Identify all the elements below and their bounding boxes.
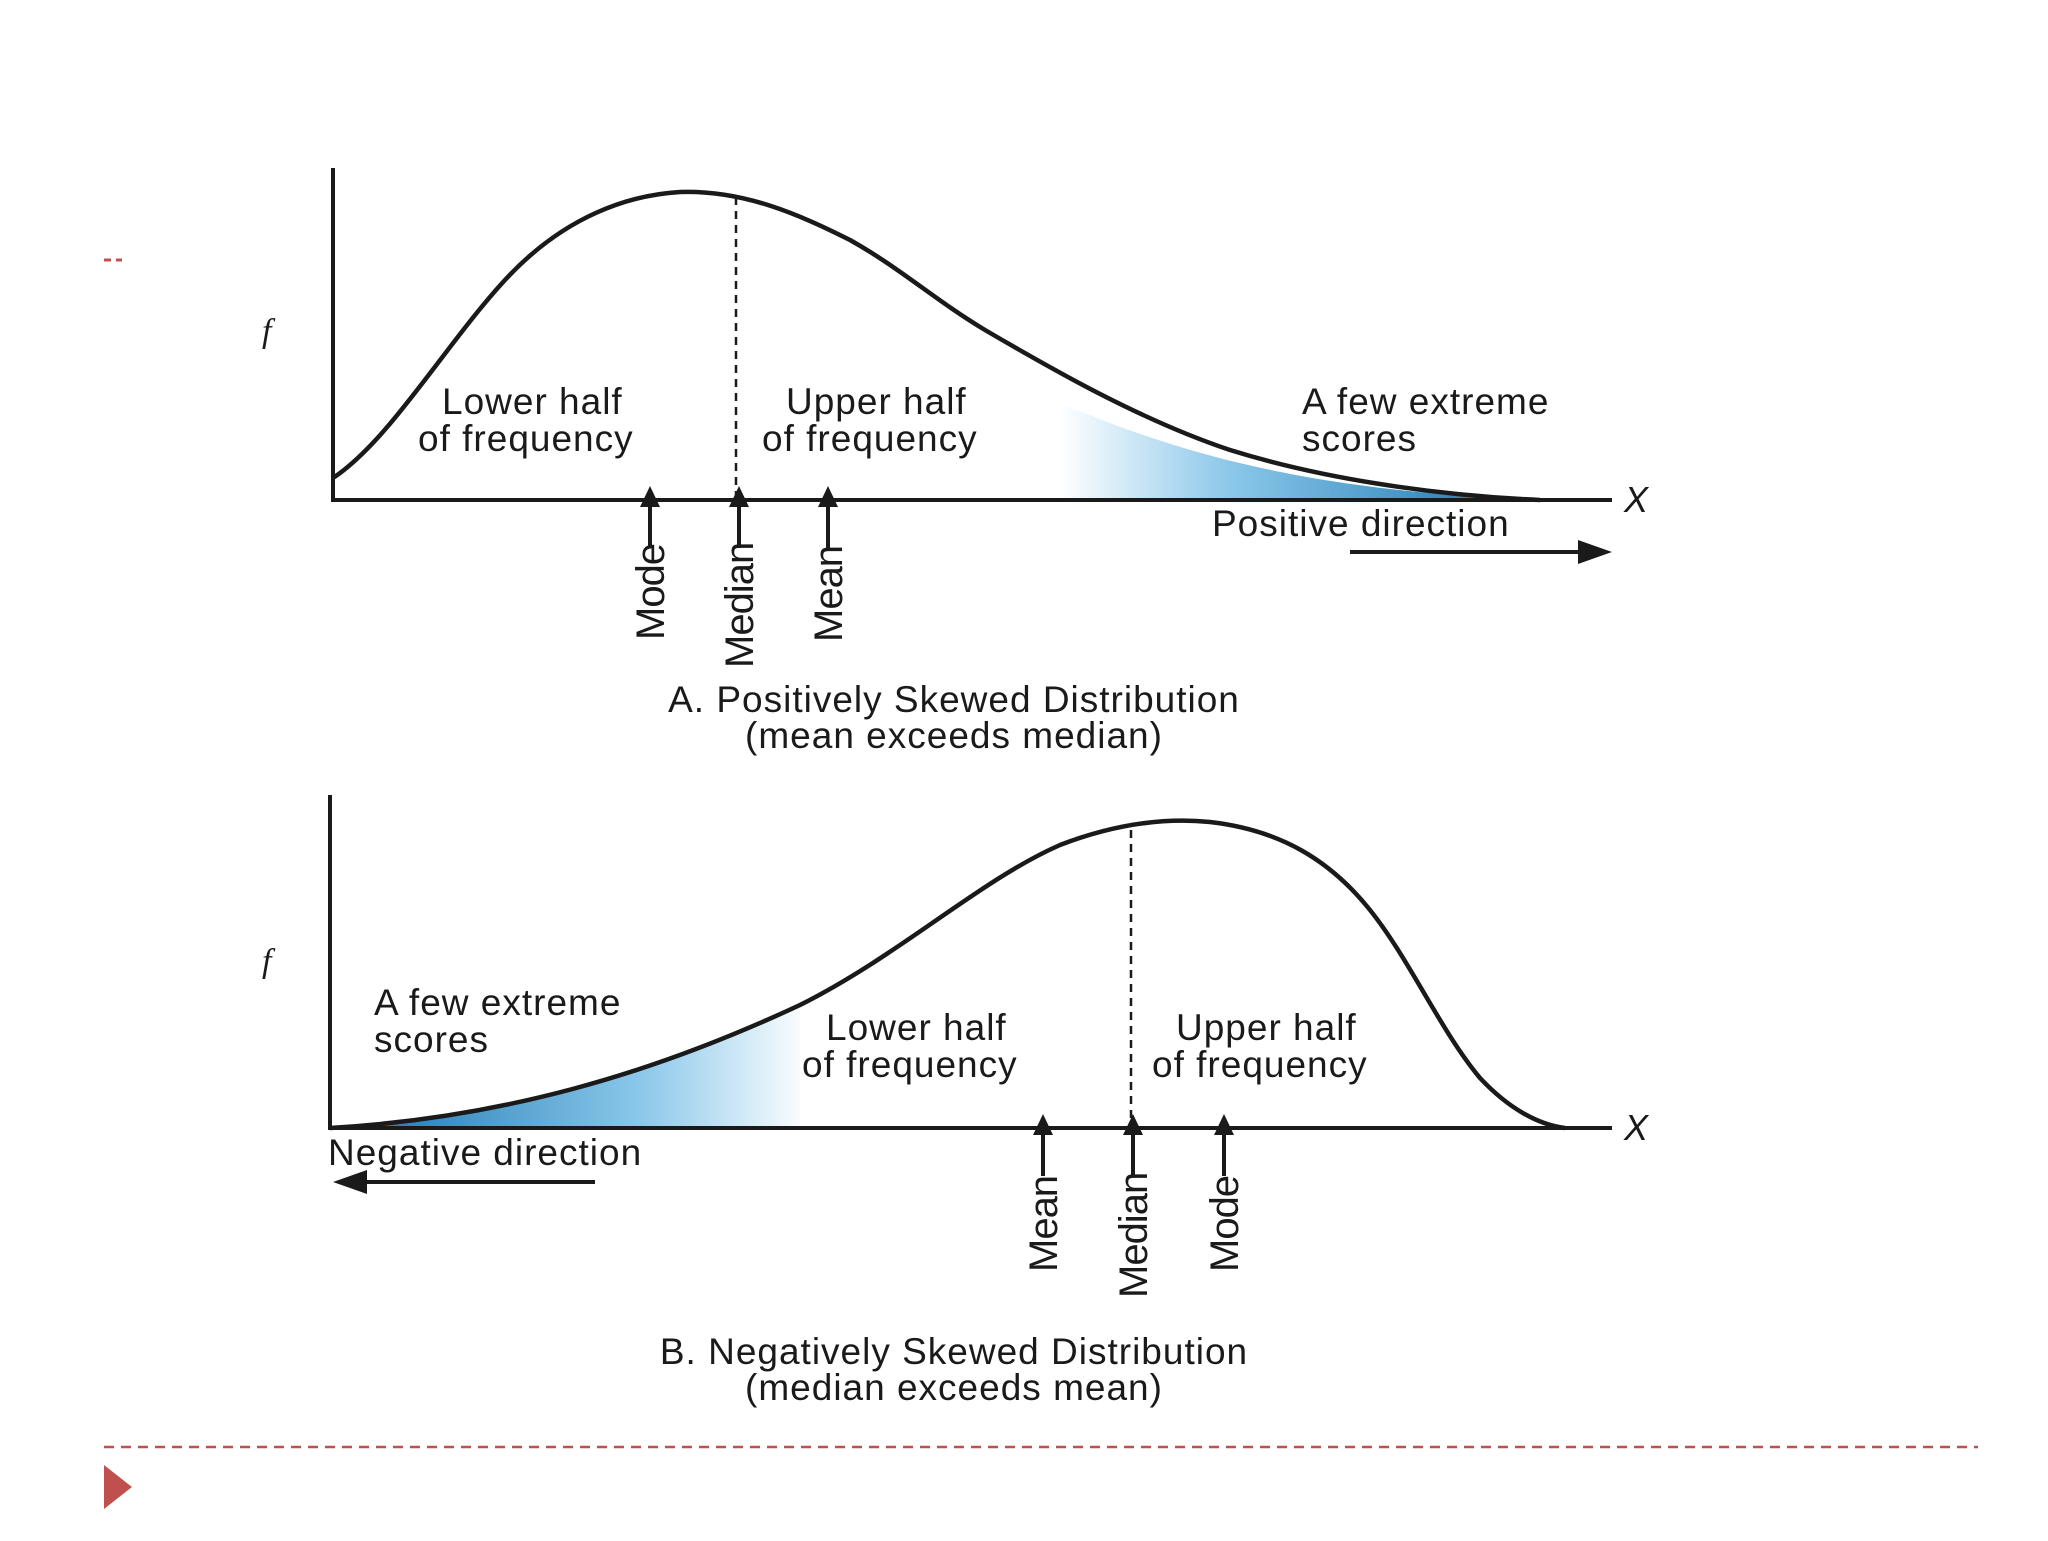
panel-b-y-label: f (262, 943, 276, 980)
panel-a-direction-arrowhead (1578, 540, 1612, 564)
panel-b-upper-half-line1: Upper half (1176, 1007, 1357, 1048)
panel-b-marker-median: Median (1112, 1114, 1156, 1298)
panel-b-direction-label: Negative direction (328, 1132, 642, 1173)
panel-a-upper-half-line2: of frequency (762, 418, 978, 459)
play-triangle-icon (104, 1465, 132, 1509)
panel-a-extreme-line2: scores (1302, 418, 1417, 459)
panel-a-marker-mode: Mode (629, 486, 673, 640)
panel-a-x-label: X (1623, 479, 1650, 520)
panel-b-extreme-tail-shading (330, 1005, 800, 1128)
panel-a-lower-half-line2: of frequency (418, 418, 634, 459)
panel-a-extreme-tail-shading (1040, 395, 1540, 500)
panel-a-positively-skewed: f X Lower half of frequency Upper half o… (262, 168, 1650, 756)
panel-a-marker-mean-label: Mean (807, 546, 851, 642)
panel-b-marker-mode-label: Mode (1203, 1176, 1247, 1272)
panel-b-negatively-skewed: f X A few extreme scores Lower half of f… (262, 795, 1650, 1408)
panel-b-upper-half-line2: of frequency (1152, 1044, 1368, 1085)
panel-b-marker-mode: Mode (1203, 1114, 1247, 1272)
panel-a-lower-half-line1: Lower half (442, 381, 623, 422)
panel-b-direction-arrowhead (333, 1170, 367, 1194)
panel-a-subtitle: (mean exceeds median) (745, 715, 1163, 756)
panel-a-title: A. Positively Skewed Distribution (668, 679, 1240, 720)
panel-b-title: B. Negatively Skewed Distribution (660, 1331, 1248, 1372)
panel-a-extreme-line1: A few extreme (1302, 381, 1549, 422)
panel-b-lower-half-line1: Lower half (826, 1007, 1007, 1048)
panel-b-marker-mean: Mean (1022, 1114, 1066, 1272)
panel-b-marker-median-label: Median (1112, 1173, 1156, 1298)
panel-b-distribution-curve (329, 818, 1566, 1131)
panel-b-marker-mean-label: Mean (1022, 1176, 1066, 1272)
panel-b-lower-half-line2: of frequency (802, 1044, 1018, 1085)
panel-a-marker-mode-label: Mode (629, 544, 673, 640)
panel-b-x-label: X (1623, 1107, 1650, 1148)
panel-b-extreme-line1: A few extreme (374, 982, 621, 1023)
panel-a-marker-mean: Mean (807, 486, 851, 642)
panel-a-marker-median: Median (718, 486, 762, 668)
panel-a-marker-median-label: Median (718, 543, 762, 668)
panel-a-y-label: f (262, 313, 276, 350)
panel-b-subtitle: (median exceeds mean) (745, 1367, 1163, 1408)
panel-a-upper-half-line1: Upper half (786, 381, 967, 422)
panel-a-distribution-curve (331, 189, 1541, 503)
panel-b-extreme-line2: scores (374, 1019, 489, 1060)
panel-a-direction-label: Positive direction (1212, 503, 1510, 544)
